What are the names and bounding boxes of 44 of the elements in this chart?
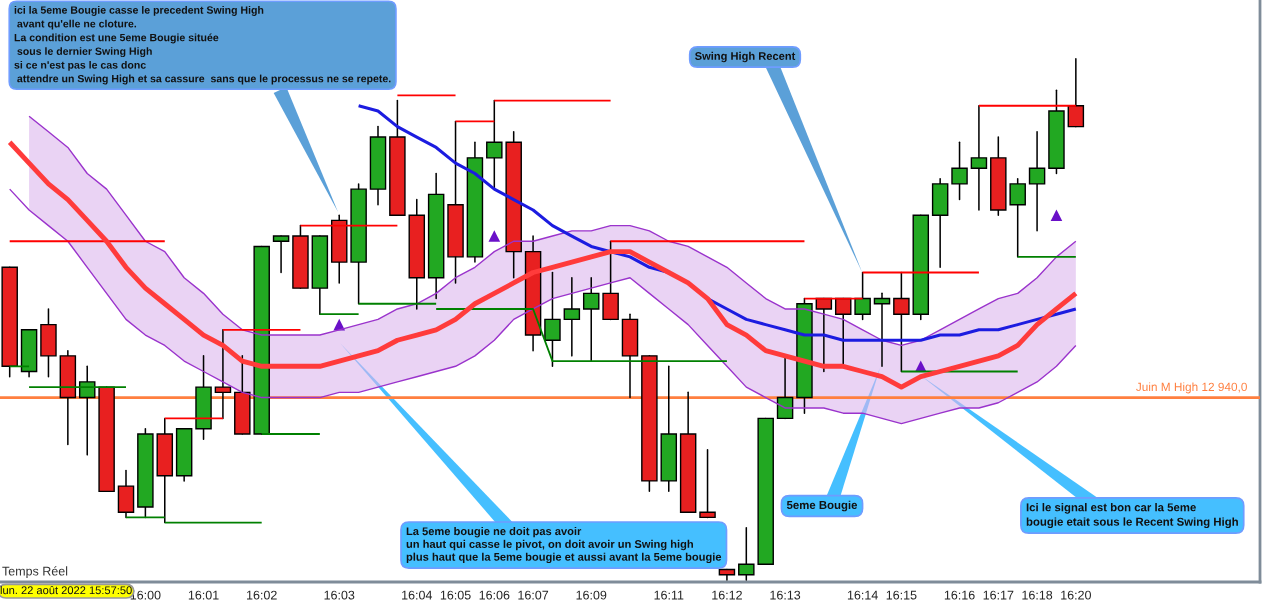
x-tick-label: 16:16 <box>944 590 975 600</box>
candlestick <box>951 141 968 201</box>
x-tick-label: 16:07 <box>518 590 549 600</box>
candlestick <box>1067 58 1085 128</box>
candlestick <box>854 271 871 321</box>
x-tick-label: 16:13 <box>770 590 801 600</box>
x-tick-label: 16:06 <box>479 590 510 600</box>
candlestick <box>738 527 755 581</box>
x-tick-label: 16:03 <box>324 590 355 600</box>
annotation: La 5eme bougie ne doit pas avoir un haut qui casse le pivot, on doit avoir un Swing high plus haut que la 5eme bougie et aussi avant la 5eme bougie <box>406 527 722 564</box>
point <box>488 230 501 242</box>
x-tick-label: 16:20 <box>1061 590 1091 600</box>
candlestick <box>815 297 833 373</box>
annotation: Temps Réel <box>2 566 68 578</box>
x-tick-label: 16:04 <box>402 590 433 600</box>
candlestick <box>699 448 716 519</box>
candlestick <box>272 235 290 274</box>
annotation: Swing High Recent <box>695 51 796 63</box>
annotation: ici la 5eme Bougie casse le precedent Swing High avant qu'elle ne cloture. La condition est une 5eme Bougie située sous le dernier Swing High si ce n'est pas le cas donc attendre un Swing High et sa cassure sans que le processus ne se repete. <box>14 6 391 85</box>
x-tick-label: 16:11 <box>654 590 684 600</box>
annotation: 5eme Bougie <box>786 500 858 512</box>
candlestick <box>563 276 581 357</box>
candlestick <box>214 329 232 420</box>
x-tick-label: 16:05 <box>440 590 471 600</box>
x-tick-label: 16:02 <box>247 590 277 600</box>
candlestick <box>1009 177 1026 258</box>
candlestick <box>970 105 988 211</box>
point <box>1050 209 1063 221</box>
x-tick-label: 16:17 <box>983 590 1014 600</box>
candlestick <box>582 276 600 362</box>
candlestick <box>1028 131 1046 232</box>
x-tick-label: 16:14 <box>847 590 878 600</box>
candlestick <box>544 271 561 368</box>
x-tick-label: 16:15 <box>886 590 917 600</box>
ref-line-label: Juin M High 12 940,0 <box>1136 382 1247 394</box>
x-tick-label: 16:12 <box>712 590 742 600</box>
x-tick-label: 16:18 <box>1022 590 1053 600</box>
x-tick-label: 16:01 <box>188 590 219 600</box>
candlestick <box>893 271 910 373</box>
annotation: Ici le signal est bon car la 5eme bougie etait sous le Recent Swing High <box>1026 503 1238 529</box>
candlestick <box>486 99 503 190</box>
text: lun. 22 août 2022 15:57:50 <box>0 585 132 595</box>
candlestick <box>873 292 891 368</box>
x-tick-label: 16:09 <box>576 590 607 600</box>
